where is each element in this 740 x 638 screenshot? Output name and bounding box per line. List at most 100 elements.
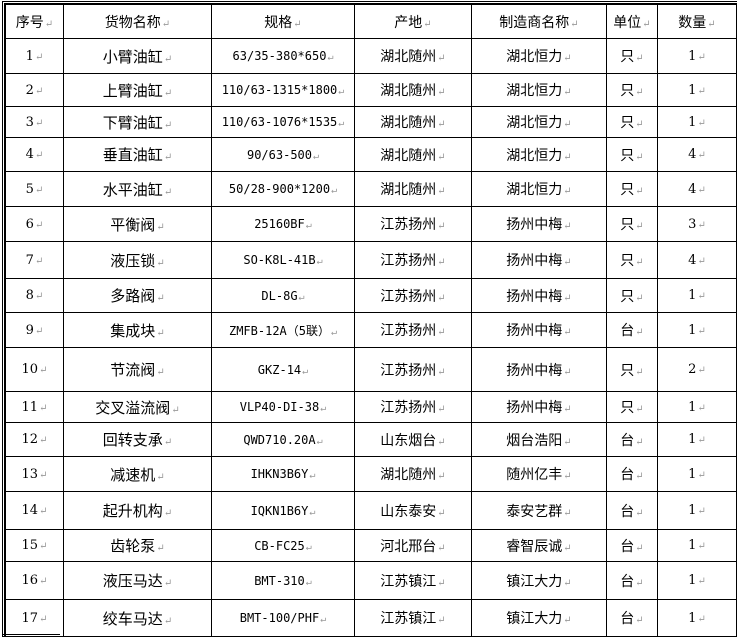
cell-unit: 台: [606, 561, 658, 600]
cell-spec: 90/63-500: [211, 137, 355, 172]
table-row: 14 起升机构 IQKN1B6Y 山东泰安 泰安艺群 台 1: [5, 491, 737, 530]
cell-spec: QWD710.20A: [211, 422, 355, 457]
cell-index-text: 17: [22, 611, 48, 626]
cell-spec: IQKN1B6Y: [211, 491, 355, 530]
cell-spec: ZMFB-12A（5联）: [211, 312, 355, 348]
cell-manufacturer-text: 湖北恒力: [506, 83, 571, 99]
cell-unit-text: 只: [620, 400, 643, 416]
cell-index-text: 8: [26, 288, 44, 303]
header-spec-text: 规格: [264, 15, 301, 31]
cell-origin: 江苏扬州: [354, 312, 472, 348]
cell-index: 13: [5, 456, 64, 492]
cell-manufacturer-text: 扬州中梅: [506, 217, 571, 233]
table-row: 4 垂直油缸 90/63-500 湖北随州 湖北恒力 只 4: [5, 137, 737, 172]
cell-quantity: 1: [657, 391, 737, 423]
cell-spec-text: QWD710.20A: [243, 433, 322, 447]
cell-goods-name-text: 起升机构: [103, 502, 172, 520]
cell-quantity-text: 1: [688, 611, 706, 626]
cell-manufacturer: 镇江大力: [471, 561, 607, 600]
cell-manufacturer: 镇江大力: [471, 599, 607, 637]
cell-manufacturer-text: 湖北恒力: [506, 115, 571, 131]
header-index: 序号: [5, 4, 64, 39]
cell-index-text: 2: [26, 83, 44, 98]
cell-manufacturer: 随州亿丰: [471, 456, 607, 492]
cell-origin: 江苏扬州: [354, 391, 472, 423]
cell-origin-text: 湖北随州: [380, 115, 445, 131]
cell-manufacturer: 睿智辰诚: [471, 529, 607, 562]
cell-index-text: 6: [26, 217, 44, 232]
cell-index: 8: [5, 278, 64, 313]
cell-quantity-text: 1: [688, 115, 706, 130]
cell-origin: 江苏镇江: [354, 599, 472, 637]
cell-origin-text: 河北邢台: [380, 539, 445, 555]
cell-origin: 江苏扬州: [354, 206, 472, 242]
cell-spec: VLP40-DI-38: [211, 391, 355, 423]
cell-manufacturer: 湖北恒力: [471, 38, 607, 74]
header-spec: 规格: [211, 4, 355, 39]
cell-index-text: 1: [26, 49, 44, 64]
table-row: 16 液压马达 BMT-310 江苏镇江 镇江大力 台 1: [5, 561, 737, 600]
cell-manufacturer: 扬州中梅: [471, 347, 607, 392]
cell-goods-name: 水平油缸: [63, 171, 212, 207]
cell-goods-name: 平衡阀: [63, 206, 212, 242]
cell-unit-text: 只: [620, 83, 643, 99]
cell-unit-text: 只: [620, 363, 643, 379]
cell-spec: 50/28-900*1200: [211, 171, 355, 207]
cell-goods-name-text: 集成块: [110, 322, 164, 340]
cell-goods-name-text: 交叉溢流阀: [95, 399, 179, 417]
cell-index: 11: [5, 391, 64, 423]
cell-goods-name: 节流阀: [63, 347, 212, 392]
cell-spec: CB-FC25: [211, 529, 355, 562]
table-bottom-border: [2, 634, 60, 637]
cell-index: 3: [5, 106, 64, 138]
header-goods-name-text: 货物名称: [105, 15, 170, 31]
cell-goods-name: 减速机: [63, 456, 212, 492]
cell-manufacturer-text: 湖北恒力: [506, 49, 571, 65]
cell-unit-text: 只: [620, 49, 643, 65]
cell-origin-text: 湖北随州: [380, 467, 445, 483]
cell-manufacturer: 湖北恒力: [471, 73, 607, 107]
cell-unit-text: 台: [620, 611, 643, 627]
cell-manufacturer-text: 扬州中梅: [506, 323, 571, 339]
cell-index: 2: [5, 73, 64, 107]
cell-manufacturer-text: 湖北恒力: [506, 148, 571, 164]
cell-spec: SO-K8L-41B: [211, 241, 355, 279]
cell-origin: 湖北随州: [354, 73, 472, 107]
cell-quantity: 1: [657, 491, 737, 530]
cell-manufacturer: 湖北恒力: [471, 137, 607, 172]
cell-spec-text: ZMFB-12A（5联）: [229, 324, 337, 338]
cell-index: 7: [5, 241, 64, 279]
cell-quantity: 1: [657, 529, 737, 562]
cell-index-text: 12: [22, 432, 48, 447]
cell-goods-name-text: 齿轮泵: [110, 537, 164, 555]
cell-origin-text: 江苏扬州: [380, 323, 445, 339]
cell-index-text: 15: [22, 538, 48, 553]
cell-quantity-text: 1: [688, 49, 706, 64]
cell-unit-text: 台: [620, 467, 643, 483]
cell-spec: 63/35-380*650: [211, 38, 355, 74]
table-row: 13 减速机 IHKN3B6Y 湖北随州 随州亿丰 台 1: [5, 456, 737, 492]
cell-quantity: 1: [657, 422, 737, 457]
cell-unit: 台: [606, 312, 658, 348]
cell-quantity-text: 1: [688, 288, 706, 303]
cell-manufacturer-text: 泰安艺群: [506, 504, 571, 520]
cell-quantity-text: 1: [688, 538, 706, 553]
cell-goods-name: 回转支承: [63, 422, 212, 457]
cell-goods-name-text: 多路阀: [110, 287, 164, 305]
header-origin: 产地: [354, 4, 472, 39]
cell-manufacturer-text: 随州亿丰: [506, 467, 571, 483]
cell-goods-name: 小臂油缸: [63, 38, 212, 74]
cell-origin: 江苏扬州: [354, 278, 472, 313]
cell-index-text: 11: [22, 400, 48, 415]
cell-spec-text: BMT-100/PHF: [240, 611, 327, 625]
cell-quantity-text: 1: [688, 573, 706, 588]
cell-quantity: 4: [657, 241, 737, 279]
cell-quantity: 1: [657, 456, 737, 492]
cell-quantity-text: 3: [688, 217, 706, 232]
cell-quantity: 4: [657, 171, 737, 207]
cell-origin-text: 江苏镇江: [380, 611, 445, 627]
cell-unit: 只: [606, 106, 658, 138]
cell-unit-text: 只: [620, 115, 643, 131]
cell-index: 16: [5, 561, 64, 600]
header-unit: 单位: [606, 4, 658, 39]
